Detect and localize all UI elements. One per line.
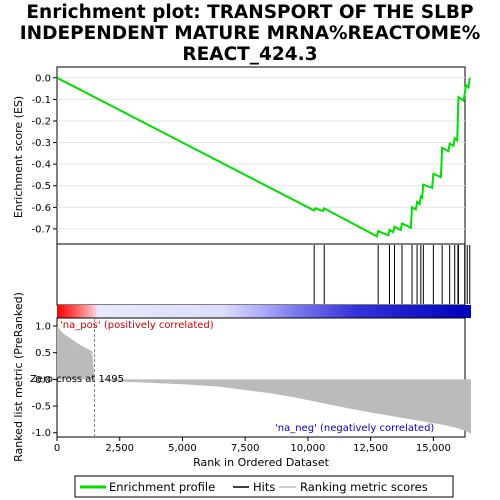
ranking-metric-area	[57, 326, 471, 434]
title-line-2: INDEPENDENT MATURE MRNA%REACTOME%	[19, 23, 481, 44]
title-line-3: REACT_424.3	[182, 44, 318, 65]
x-tick-label: 5,000	[168, 443, 197, 454]
es-y-tick-label: -0.4	[31, 160, 51, 171]
x-ticks: 0 2,500 5,000 7,500 10,000 12,500 15,000	[54, 437, 451, 454]
es-y-tick-label: -0.2	[31, 116, 51, 127]
es-y-tick-label: -0.3	[31, 138, 51, 149]
title-line-1: Enrichment plot: TRANSPORT OF THE SLBP	[26, 2, 474, 23]
x-tick-label: 15,000	[416, 443, 451, 454]
es-y-tick-label: -0.5	[31, 181, 51, 192]
page-title: Enrichment plot: TRANSPORT OF THE SLBP I…	[0, 2, 500, 65]
metric-y-axis-label: Ranked list metric (PreRanked)	[12, 292, 25, 462]
es-y-tick-label: -0.6	[31, 203, 51, 214]
metric-panel-frame	[56, 317, 466, 438]
neg-annotation: 'na_neg' (negatively correlated)	[275, 423, 434, 434]
ranking-color-band	[57, 305, 471, 318]
es-y-tick-label: 0.0	[35, 73, 51, 84]
legend-metric-label: Ranking metric scores	[300, 480, 428, 494]
hits-panel-frame	[56, 243, 466, 306]
hit-lines	[313, 245, 471, 304]
es-y-ticks: 0.0 -0.1 -0.2 -0.3 -0.4 -0.5 -0.6 -0.7	[31, 73, 57, 235]
es-panel-frame	[56, 66, 466, 245]
legend: Enrichment profile Hits Ranking metric s…	[74, 475, 454, 498]
x-tick-label: 12,500	[353, 443, 388, 454]
x-axis-label: Rank in Ordered Dataset	[193, 456, 330, 469]
pos-annotation: 'na_pos' (positively correlated)	[60, 320, 214, 331]
metric-y-tick-label: -1.0	[31, 428, 51, 439]
enrichment-profile-line	[56, 76, 471, 238]
metric-y-tick-label: 0.5	[35, 348, 51, 359]
metric-y-tick-label: 0.0	[35, 375, 51, 386]
metric-y-tick-label: 1.0	[35, 322, 51, 333]
es-y-axis-label: Enrichment score (ES)	[12, 96, 25, 218]
legend-frame	[74, 475, 454, 498]
metric-y-ticks: 1.0 0.5 0.0 -0.5 -1.0	[31, 322, 57, 439]
zero-cross-annotation: Zero cross at 1495	[30, 374, 124, 385]
es-y-tick-label: -0.1	[31, 95, 51, 106]
x-tick-label: 2,500	[105, 443, 134, 454]
metric-y-tick-label: -0.5	[31, 402, 51, 413]
legend-hits-label: Hits	[253, 480, 275, 494]
x-tick-label: 0	[54, 443, 60, 454]
x-tick-label: 10,000	[290, 443, 325, 454]
es-y-tick-label: -0.7	[31, 224, 51, 235]
legend-es-label: Enrichment profile	[109, 480, 215, 494]
x-tick-label: 7,500	[231, 443, 260, 454]
